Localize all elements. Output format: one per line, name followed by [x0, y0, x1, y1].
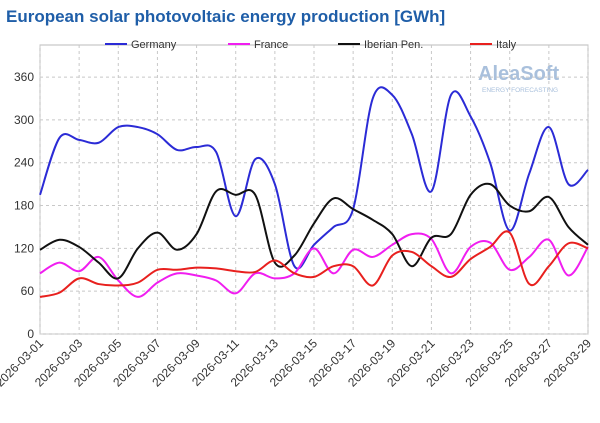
- legend-label: Germany: [131, 39, 177, 51]
- legend-label: France: [254, 39, 288, 51]
- y-tick-label: 180: [14, 199, 34, 213]
- chart-title: European solar photovoltaic energy produ…: [6, 7, 445, 26]
- y-tick-label: 300: [14, 113, 34, 127]
- y-tick-label: 360: [14, 70, 34, 84]
- y-tick-label: 60: [21, 284, 35, 298]
- series-line: [39, 232, 589, 298]
- series-line: [39, 230, 589, 298]
- logo: AleaSoft: [478, 63, 559, 85]
- y-tick-label: 0: [27, 327, 34, 341]
- legend-label: Italy: [496, 39, 517, 51]
- series-line: [39, 182, 589, 280]
- y-tick-label: 240: [14, 156, 34, 170]
- y-tick-label: 120: [14, 241, 34, 255]
- legend-label: Iberian Pen.: [364, 39, 423, 51]
- logo-subtitle: ENERGY FORECASTING: [482, 87, 558, 94]
